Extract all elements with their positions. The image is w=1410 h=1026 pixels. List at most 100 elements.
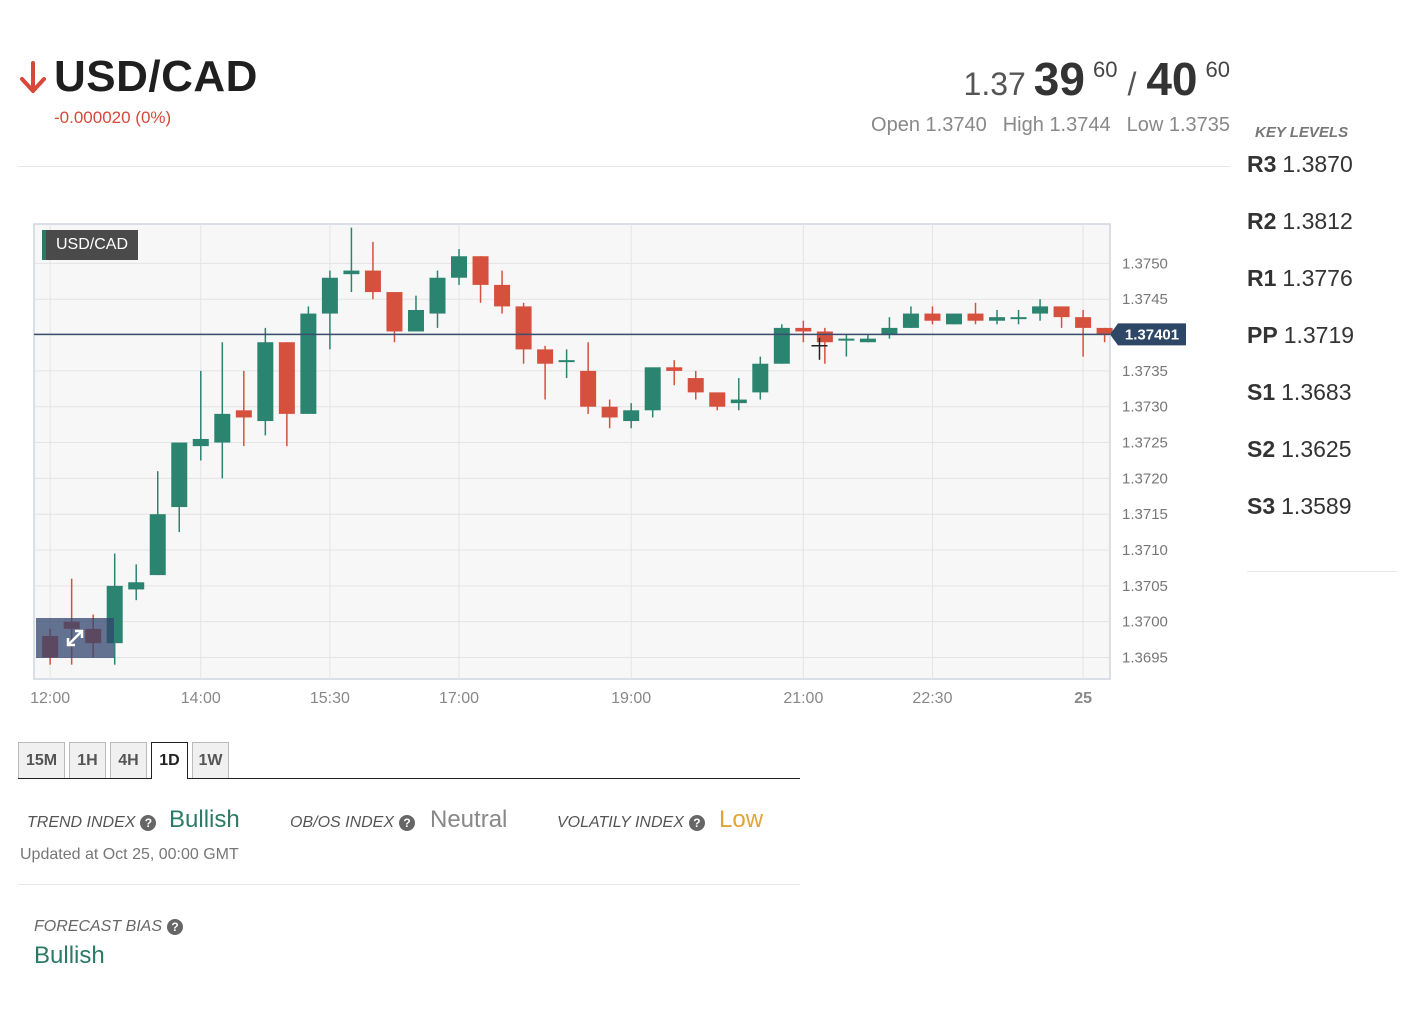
tab-1w[interactable]: 1W — [192, 742, 229, 778]
candle-up — [429, 277, 446, 314]
key-level-name: R3 — [1247, 151, 1277, 177]
candle-down — [816, 331, 833, 343]
y-tick-label: 1.3695 — [1122, 650, 1168, 667]
chart-symbol-label: USD/CAD — [42, 230, 139, 260]
candle-down — [967, 313, 984, 321]
candle-up — [343, 270, 360, 275]
x-tick-label: 12:00 — [30, 690, 70, 707]
key-level-value: 1.3719 — [1283, 322, 1355, 348]
candle-up — [773, 327, 790, 364]
ohl-stats: Open 1.3740 High 1.3744 Low 1.3735 — [871, 114, 1230, 137]
x-tick-label: 25 — [1074, 690, 1092, 707]
help-icon[interactable]: ? — [399, 815, 416, 831]
x-tick-label: 22:30 — [912, 690, 952, 707]
tab-1d[interactable]: 1D — [151, 742, 188, 779]
y-tick-label: 1.3725 — [1122, 435, 1168, 452]
candle-down — [386, 292, 403, 332]
candle-up — [321, 277, 338, 314]
help-icon[interactable]: ? — [688, 815, 705, 831]
candle-down — [666, 367, 683, 371]
expand-chart-button[interactable] — [36, 618, 114, 658]
key-level-s1: S1 1.3683 — [1247, 379, 1352, 406]
candle-down — [1096, 327, 1113, 335]
candle-up — [192, 438, 209, 447]
key-level-r1: R1 1.3776 — [1247, 265, 1353, 292]
y-tick-label: 1.3715 — [1122, 506, 1168, 523]
candle-up — [407, 309, 424, 332]
tab-1h[interactable]: 1H — [69, 742, 106, 778]
y-tick-label: 1.3745 — [1122, 291, 1168, 308]
trend-index-label: TREND INDEX ? — [27, 814, 157, 832]
updated-timestamp: Updated at Oct 25, 00:00 GMT — [20, 846, 239, 863]
indices-panel: TREND INDEX ? Bullish OB/OS INDEX ? Neut… — [18, 800, 800, 885]
key-level-pp: PP 1.3719 — [1247, 322, 1354, 349]
help-icon[interactable]: ? — [167, 919, 184, 935]
candle-up — [300, 313, 317, 414]
x-tick-label: 17:00 — [439, 690, 479, 707]
key-level-name: S1 — [1247, 379, 1276, 405]
forecast-bias: FORECAST BIAS ? Bullish — [34, 918, 184, 970]
candle-up — [257, 342, 274, 422]
pair-title: USD/CAD — [54, 52, 258, 101]
candle-up — [1010, 317, 1027, 320]
y-tick-label: 1.3705 — [1122, 578, 1168, 595]
candle-down — [709, 392, 726, 407]
candle-down — [580, 370, 597, 407]
candle-down — [278, 342, 295, 414]
arrow-down-icon — [20, 61, 46, 93]
candle-down — [1075, 317, 1092, 328]
candle-down — [795, 327, 812, 332]
key-level-value: 1.3776 — [1282, 265, 1353, 291]
candle-up — [881, 327, 898, 336]
candle-up — [730, 399, 747, 404]
bid-pip: 60 — [1092, 57, 1118, 82]
y-tick-label: 1.3735 — [1122, 363, 1168, 380]
candle-up — [623, 410, 640, 422]
candle-down — [235, 410, 252, 418]
y-tick-label: 1.3750 — [1122, 255, 1168, 272]
forecast-bias-label: FORECAST BIAS ? — [34, 918, 184, 936]
pair-row: USD/CAD — [18, 52, 258, 102]
candle-down — [364, 270, 381, 293]
candle-up — [214, 413, 231, 443]
key-level-value: 1.3812 — [1282, 208, 1353, 234]
candle-down — [601, 406, 618, 418]
obos-index-value: Neutral — [430, 806, 508, 833]
candle-up — [1032, 306, 1049, 314]
obos-index-label: OB/OS INDEX ? — [290, 814, 416, 832]
key-level-value: 1.3589 — [1281, 493, 1352, 519]
bid-prefix: 1.37 — [963, 66, 1026, 102]
candle-up — [945, 313, 962, 325]
candle-down — [472, 256, 489, 285]
help-icon[interactable]: ? — [140, 815, 157, 831]
candle-up — [644, 367, 661, 411]
candle-up — [752, 363, 769, 393]
y-tick-label: 1.3700 — [1122, 614, 1168, 631]
price-chart[interactable]: 1.37501.37451.37401.37351.37301.37251.37… — [18, 222, 1198, 717]
expand-diagonal-icon — [66, 629, 84, 647]
volatility-index-value: Low — [719, 806, 764, 833]
key-level-name: R1 — [1247, 265, 1277, 291]
x-tick-label: 19:00 — [611, 690, 651, 707]
high-value: High 1.3744 — [1002, 114, 1111, 136]
x-tick-label: 15:30 — [310, 690, 350, 707]
key-level-r2: R2 1.3812 — [1247, 208, 1353, 235]
volatility-index-label-text: VOLATILY INDEX — [557, 814, 684, 831]
key-levels-panel: KEY LEVELS R3 1.3870 R2 1.3812 R1 1.3776 PP… — [1247, 124, 1397, 572]
key-levels-title: KEY LEVELS — [1255, 124, 1349, 141]
timeframe-tabs: 15M 1H 4H 1D 1W — [18, 742, 800, 779]
tab-4h[interactable]: 4H — [110, 742, 147, 778]
key-level-s2: S2 1.3625 — [1247, 436, 1352, 463]
trend-index-value: Bullish — [169, 806, 240, 833]
ask-big-figure: 40 — [1146, 53, 1198, 105]
candlestick-chart[interactable]: 1.37501.37451.37401.37351.37301.37251.37… — [18, 222, 1198, 717]
candle-down — [537, 349, 554, 364]
y-tick-label: 1.3710 — [1122, 542, 1168, 559]
key-level-value: 1.3870 — [1282, 151, 1353, 177]
forecast-bias-label-text: FORECAST BIAS — [34, 918, 163, 935]
key-level-value: 1.3683 — [1281, 379, 1352, 405]
tab-15m[interactable]: 15M — [18, 742, 65, 778]
trend-index-label-text: TREND INDEX — [27, 814, 136, 831]
low-value: Low 1.3735 — [1126, 114, 1230, 136]
candle-up — [859, 338, 876, 343]
